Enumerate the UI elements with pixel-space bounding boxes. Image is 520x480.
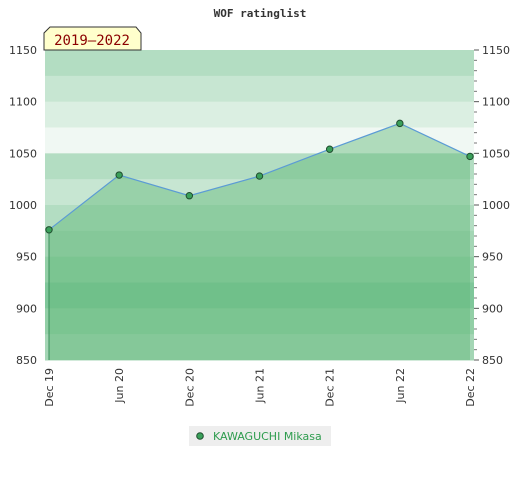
data-point — [466, 152, 474, 161]
x-tick-label: Dec 22 — [464, 368, 477, 407]
x-tick-label: Jun 20 — [113, 368, 126, 404]
data-point — [255, 172, 264, 180]
data-point — [185, 192, 194, 200]
x-tick-label: Jun 22 — [394, 368, 407, 404]
plot-band — [45, 50, 474, 77]
plot-band — [45, 282, 474, 309]
chart-title: WOF ratinglist — [214, 7, 307, 20]
y-tick-label-right: 1000 — [482, 199, 510, 212]
legend-marker — [196, 432, 204, 440]
period-badge-box — [43, 26, 142, 51]
period-badge: 2019–2022 — [43, 26, 142, 51]
period-badge-label: 2019–2022 — [54, 33, 130, 49]
plot-band — [45, 256, 474, 283]
y-tick-label-left: 850 — [16, 354, 37, 367]
x-tick-label: Dec 20 — [183, 368, 196, 407]
plot-band — [45, 101, 474, 128]
plot-band — [45, 205, 474, 232]
plot-band — [45, 230, 474, 258]
y-tick-label-left: 900 — [16, 302, 37, 315]
data-point — [325, 145, 334, 153]
y-tick-label-right: 850 — [482, 354, 503, 367]
series-area — [49, 123, 470, 360]
y-tick-label-right: 900 — [482, 302, 503, 315]
x-tick-label: Dec 19 — [43, 368, 56, 407]
legend-label: KAWAGUCHI Mikasa — [213, 430, 322, 443]
x-axis: Dec 19 Jun 20 Dec 20 Jun 21 Dec 21 Jun 22 Dec … — [43, 368, 477, 407]
y-axis-right: 850 900 950 1000 1050 1100 1150 — [474, 44, 510, 367]
legend-box — [189, 426, 331, 446]
x-tick-label: Dec 21 — [324, 368, 337, 407]
y-tick-label-left: 1000 — [9, 199, 37, 212]
y-tick-label-right: 950 — [482, 251, 503, 264]
y-tick-label-left: 1050 — [9, 147, 37, 160]
x-tick-label: Jun 21 — [254, 368, 267, 404]
y-tick-label-right: 1050 — [482, 147, 510, 160]
y-tick-label-left: 950 — [16, 251, 37, 264]
data-point — [115, 171, 123, 179]
y-tick-label-left: 1100 — [9, 96, 37, 109]
y-axis-left: 850 900 950 1000 1050 1100 1150 — [9, 44, 37, 367]
data-point — [396, 119, 404, 128]
data-point — [45, 226, 53, 234]
plot-band — [45, 179, 474, 206]
plot-band — [45, 75, 474, 103]
legend: KAWAGUCHI Mikasa — [189, 426, 331, 446]
plot-band — [45, 308, 474, 335]
y-tick-label-right: 1100 — [482, 96, 510, 109]
y-tick-label-left: 1150 — [9, 44, 37, 57]
plot-band — [45, 127, 474, 154]
data-points — [45, 119, 474, 234]
y-tick-label-right: 1150 — [482, 44, 510, 57]
plot-band — [45, 334, 474, 361]
